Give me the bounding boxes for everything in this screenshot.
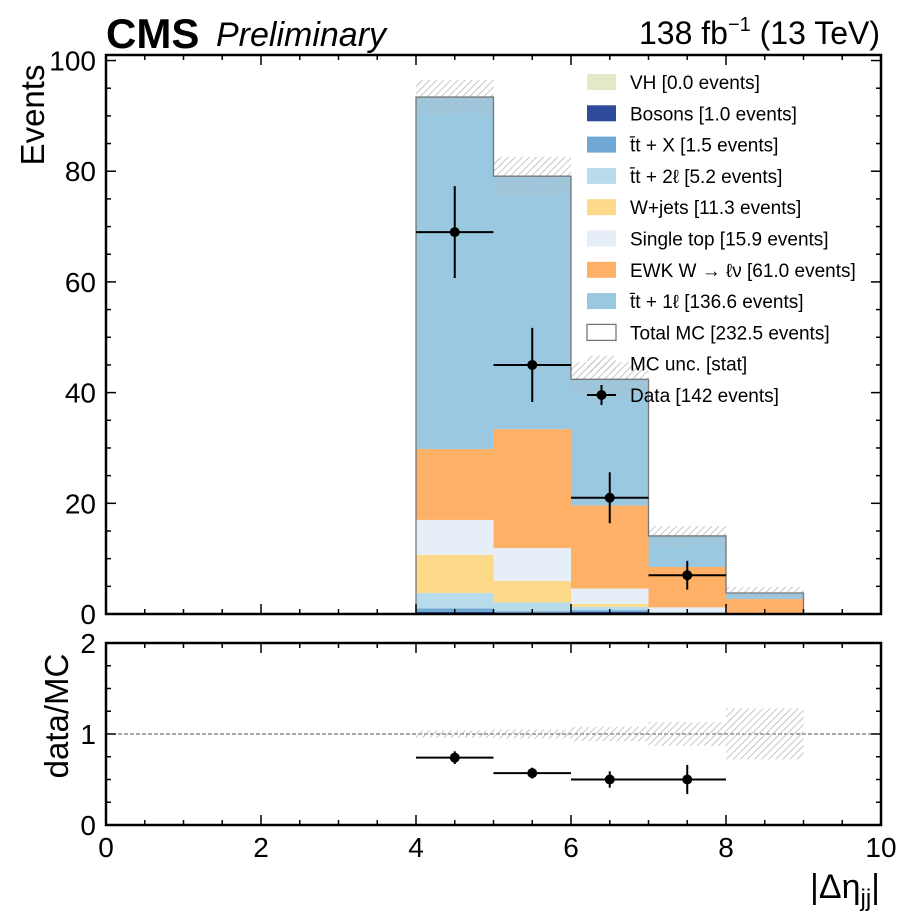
data-points bbox=[416, 186, 726, 590]
legend-label-tt2l: t̄t + 2ℓ [5.2 events] bbox=[629, 167, 782, 188]
bar-wjets-0 bbox=[416, 554, 494, 593]
legend-swatch-ewkw bbox=[587, 261, 616, 278]
ratio-unc-bin-3 bbox=[648, 722, 726, 746]
bar-tt2l-1 bbox=[493, 602, 571, 612]
legend-label-bosons: Bosons [1.0 events] bbox=[630, 104, 797, 125]
bar-singletop-0 bbox=[416, 519, 494, 555]
legend-label-ewkw: EWK W → ℓν [61.0 events] bbox=[630, 261, 856, 282]
luminosity-label: 138 fb−1 (13 TeV) bbox=[639, 14, 880, 51]
ratio-point-3 bbox=[682, 774, 693, 785]
y-tick-label: 1 bbox=[80, 719, 96, 750]
bar-singletop-2 bbox=[571, 588, 649, 605]
y-tick-label: 0 bbox=[80, 810, 96, 841]
legend-swatch-bosons bbox=[587, 105, 616, 122]
ratio-uncertainty-band bbox=[416, 708, 804, 760]
bar-ewkw-0 bbox=[416, 449, 494, 520]
experiment-label: CMS bbox=[106, 10, 199, 57]
ratio-point-0 bbox=[449, 752, 460, 763]
x-tick-label: 8 bbox=[718, 832, 734, 863]
main-plot-frame bbox=[104, 53, 883, 616]
y-tick-label: 80 bbox=[65, 156, 96, 187]
legend-swatch-tt1l bbox=[587, 293, 616, 310]
legend-swatch-singletop bbox=[587, 230, 616, 247]
legend-label-singletop: Single top [15.9 events] bbox=[630, 230, 829, 251]
status-label: Preliminary bbox=[216, 16, 388, 54]
legend-label-ttx: t̄t + X [1.5 events] bbox=[629, 136, 778, 157]
legend-swatch-wjets bbox=[587, 199, 616, 216]
x-tick-label: 10 bbox=[865, 832, 896, 863]
data-point-3 bbox=[682, 570, 693, 581]
ratio-unc-bin-1 bbox=[493, 729, 571, 739]
legend: VH [0.0 events] Bosons [1.0 events] t̄t + … bbox=[586, 73, 856, 407]
total-mc-line bbox=[415, 96, 805, 614]
x-tick-label: 0 bbox=[98, 832, 114, 863]
legend-swatch-vh bbox=[587, 74, 616, 90]
ratio-point-1 bbox=[527, 768, 538, 779]
y-tick-label: 0 bbox=[80, 599, 96, 630]
data-point-0 bbox=[449, 227, 460, 238]
y-tick-label: 20 bbox=[65, 488, 96, 519]
x-tick-label: 2 bbox=[253, 832, 269, 863]
legend-label-total-mc: Total MC [232.5 events] bbox=[630, 323, 830, 344]
legend-swatch-ttx bbox=[587, 136, 616, 153]
ratio-unc-bin-4 bbox=[726, 708, 804, 760]
ratio-unc-bin-2 bbox=[571, 726, 649, 742]
legend-label-vh: VH [0.0 events] bbox=[630, 73, 760, 94]
bar-ewkw-4 bbox=[726, 599, 804, 613]
legend-label-wjets: W+jets [11.3 events] bbox=[630, 198, 801, 219]
bar-ewkw-1 bbox=[493, 429, 571, 549]
y-axis-label: Events bbox=[14, 65, 51, 166]
y-tick-label: 2 bbox=[80, 628, 96, 659]
data-point-2 bbox=[604, 492, 615, 503]
legend-swatch-total-mc bbox=[586, 323, 617, 342]
y-tick-label: 100 bbox=[49, 46, 96, 77]
bar-tt2l-2 bbox=[571, 606, 649, 611]
stacked-bars bbox=[416, 97, 804, 614]
ratio-unc-bin-0 bbox=[416, 730, 494, 738]
bar-singletop-1 bbox=[493, 548, 571, 581]
y-tick-label: 40 bbox=[65, 378, 96, 409]
total-mc-outline bbox=[415, 96, 805, 614]
ratio-plot-frame bbox=[104, 641, 883, 827]
bar-wjets-1 bbox=[493, 580, 571, 603]
legend-label-tt1l: t̄t + 1ℓ [136.6 events] bbox=[629, 292, 803, 313]
legend-label-mc-unc: MC unc. [stat] bbox=[630, 355, 747, 376]
x-tick-label: 6 bbox=[563, 832, 579, 863]
legend-swatch-mc-unc bbox=[587, 355, 616, 372]
legend-data-marker bbox=[596, 390, 607, 400]
data-point-1 bbox=[527, 359, 538, 370]
ratio-points bbox=[416, 751, 726, 795]
ratio-y-axis-label: data/MC bbox=[38, 654, 75, 779]
x-tick-label: 4 bbox=[408, 832, 424, 863]
legend-label-data: Data [142 events] bbox=[630, 386, 779, 407]
ratio-point-2 bbox=[604, 774, 615, 785]
legend-swatch-tt2l bbox=[587, 167, 616, 184]
bar-wjets-2 bbox=[571, 604, 649, 607]
x-axis-label: |Δηjj| bbox=[810, 868, 880, 912]
y-tick-label: 60 bbox=[65, 267, 96, 298]
bar-tt2l-0 bbox=[416, 592, 494, 609]
